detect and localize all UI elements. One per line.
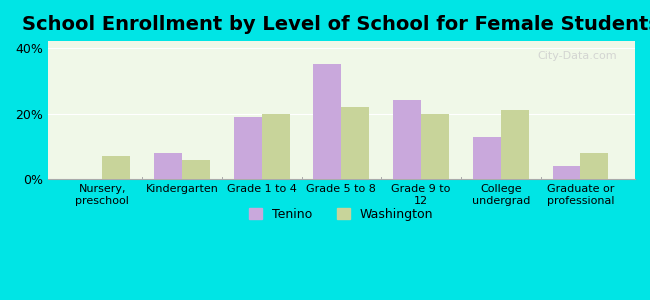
Legend: Tenino, Washington: Tenino, Washington bbox=[244, 203, 438, 226]
Bar bbox=[580, 153, 608, 179]
Bar bbox=[182, 160, 210, 179]
Bar bbox=[421, 114, 449, 179]
Bar bbox=[102, 156, 130, 179]
Bar bbox=[473, 136, 501, 179]
Bar bbox=[393, 100, 421, 179]
Bar bbox=[552, 166, 580, 179]
Bar bbox=[154, 153, 182, 179]
Bar bbox=[234, 117, 262, 179]
Bar bbox=[313, 64, 341, 179]
Title: School Enrollment by Level of School for Female Students: School Enrollment by Level of School for… bbox=[23, 15, 650, 34]
Bar bbox=[262, 114, 289, 179]
Text: City-Data.com: City-Data.com bbox=[538, 51, 618, 61]
Bar bbox=[500, 110, 528, 179]
Bar bbox=[341, 107, 369, 179]
